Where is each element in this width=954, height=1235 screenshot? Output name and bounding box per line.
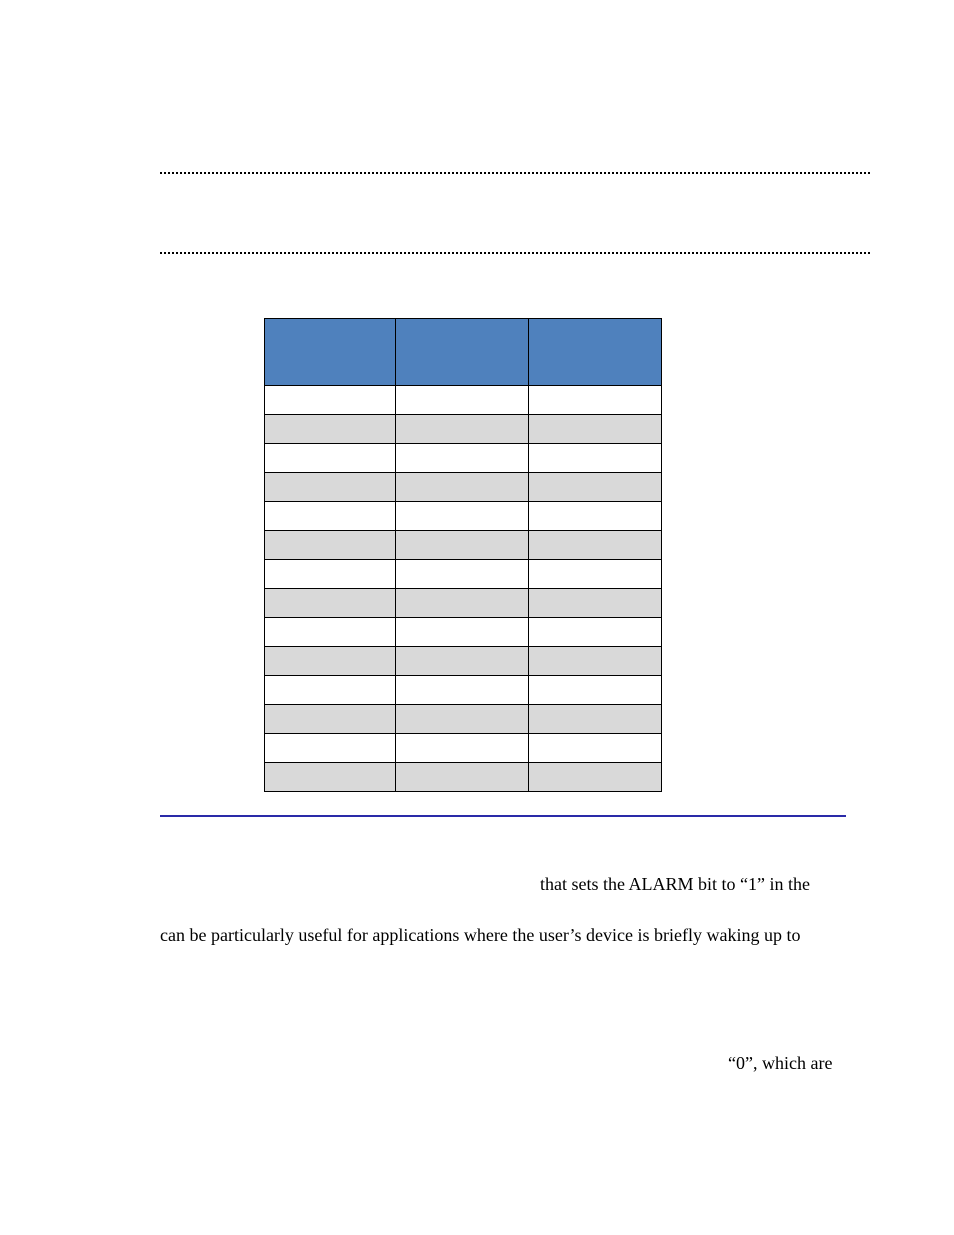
table-cell (528, 444, 661, 473)
table-cell (528, 763, 661, 792)
table-cell (395, 386, 528, 415)
divider-dotted-1 (160, 172, 870, 174)
table-row (265, 560, 662, 589)
table-cell (395, 531, 528, 560)
table-header-row (265, 319, 662, 386)
table-row (265, 444, 662, 473)
table-cell (528, 473, 661, 502)
table-cell (395, 560, 528, 589)
table-cell (265, 444, 396, 473)
table-header-cell (395, 319, 528, 386)
table-header-cell (528, 319, 661, 386)
table-row (265, 734, 662, 763)
table-cell (528, 734, 661, 763)
table-row (265, 415, 662, 444)
table-cell (528, 502, 661, 531)
table-row (265, 676, 662, 705)
table-cell (395, 618, 528, 647)
table-row (265, 763, 662, 792)
table-cell (395, 589, 528, 618)
table-header-cell (265, 319, 396, 386)
table-row (265, 647, 662, 676)
table-cell (395, 705, 528, 734)
table-cell (265, 473, 396, 502)
table-cell (395, 415, 528, 444)
table-cell (528, 647, 661, 676)
body-text-fragment-2: can be particularly useful for applicati… (160, 924, 800, 946)
body-text-fragment-1: that sets the ALARM bit to “1” in the (540, 873, 810, 895)
table-cell (528, 415, 661, 444)
table-row (265, 473, 662, 502)
table-cell (265, 386, 396, 415)
table-cell (265, 705, 396, 734)
table-cell (395, 473, 528, 502)
table-row (265, 618, 662, 647)
divider-dotted-2 (160, 252, 870, 254)
data-table-container (264, 318, 662, 792)
data-table (264, 318, 662, 792)
body-text-fragment-3: “0”, which are (728, 1052, 832, 1074)
table-body (265, 386, 662, 792)
table-cell (395, 502, 528, 531)
table-cell (395, 734, 528, 763)
table-row (265, 386, 662, 415)
table-cell (395, 444, 528, 473)
table-row (265, 531, 662, 560)
table-cell (265, 531, 396, 560)
table-cell (395, 763, 528, 792)
table-cell (265, 618, 396, 647)
table-cell (265, 647, 396, 676)
table-cell (528, 705, 661, 734)
table-cell (265, 676, 396, 705)
table-cell (265, 763, 396, 792)
table-cell (528, 531, 661, 560)
table-row (265, 589, 662, 618)
table-row (265, 502, 662, 531)
page: that sets the ALARM bit to “1” in the ca… (0, 0, 954, 1235)
section-divider (160, 815, 846, 817)
table-cell (528, 618, 661, 647)
table-cell (265, 589, 396, 618)
table-cell (265, 415, 396, 444)
table-cell (265, 560, 396, 589)
table-cell (528, 386, 661, 415)
table-cell (265, 502, 396, 531)
table-cell (395, 647, 528, 676)
table-cell (265, 734, 396, 763)
table-row (265, 705, 662, 734)
table-cell (528, 589, 661, 618)
table-cell (528, 560, 661, 589)
table-cell (528, 676, 661, 705)
table-cell (395, 676, 528, 705)
